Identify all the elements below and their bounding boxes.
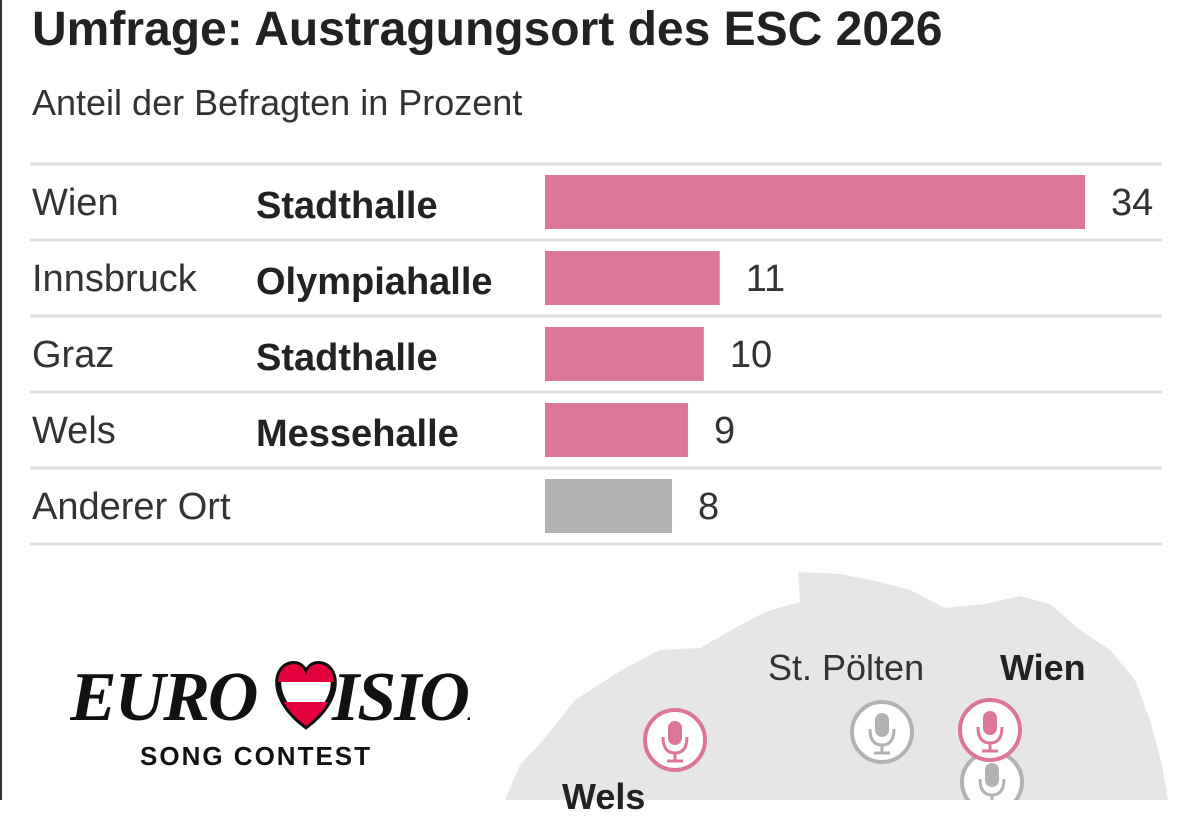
chart-subtitle: Anteil der Befragten in Prozent	[32, 82, 523, 123]
bar-chart: Wien Stadthalle 34 Innsbruck Olympiahalle 11 G…	[30, 162, 1162, 546]
bar	[545, 403, 688, 457]
category-label: Graz	[32, 334, 114, 376]
category-label: Innsbruck	[32, 258, 198, 300]
frame-border	[0, 0, 2, 800]
venue-label: Olympiahalle	[256, 261, 493, 303]
category-label: Wels	[32, 410, 116, 452]
bar	[545, 251, 720, 305]
chart-title: Umfrage: Austragungsort des ESC 2026	[32, 3, 943, 56]
value-label: 11	[746, 258, 785, 300]
bar	[545, 479, 673, 533]
mic-marker-wels	[643, 708, 707, 772]
venue-label: Stadthalle	[256, 337, 438, 379]
logo-wordmark-left: EURO	[70, 659, 257, 736]
value-label: 10	[730, 334, 772, 376]
mic-marker-secondary	[960, 750, 1024, 800]
mic-marker-st-poelten	[850, 700, 914, 764]
venue-label: Messehalle	[256, 413, 459, 455]
venue-label: Stadthalle	[256, 185, 438, 227]
value-label: 9	[714, 410, 735, 452]
map-label-st-poelten: St. Pölten	[768, 647, 925, 688]
value-label: 34	[1111, 182, 1153, 224]
bar	[545, 327, 704, 381]
logo-tagline: SONG CONTEST	[140, 741, 372, 771]
category-label: Wien	[32, 182, 119, 224]
logo-wordmark-right: ISION	[331, 659, 470, 736]
eurovision-logo: EURO ISION SONG CONTEST	[70, 659, 470, 771]
mic-marker-wien	[958, 698, 1022, 762]
heart-flag-icon	[275, 660, 337, 730]
map-label-wien: Wien	[1000, 647, 1086, 688]
category-label: Anderer Ort	[32, 486, 231, 528]
map-label-wels: Wels	[562, 776, 646, 817]
value-label: 8	[698, 486, 719, 528]
austria-map	[505, 572, 1168, 800]
bar	[545, 175, 1085, 229]
